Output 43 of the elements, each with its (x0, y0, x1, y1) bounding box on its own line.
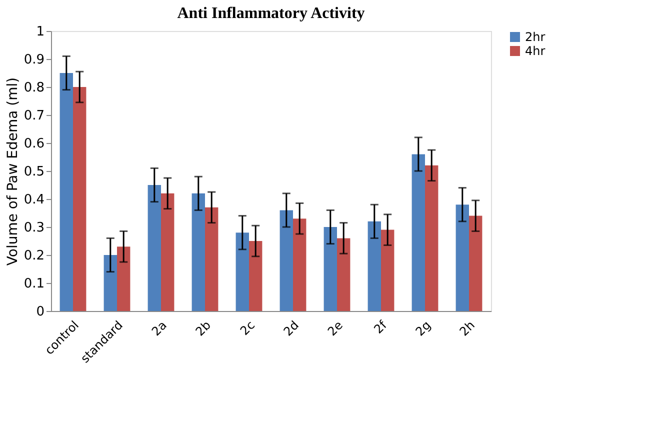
x-tick-label: 2d (280, 318, 302, 339)
bar (425, 165, 438, 311)
x-tick-label: 2a (148, 318, 170, 339)
y-tick-label: 0.4 (24, 192, 44, 208)
y-axis-title: Volume of Paw Edema (ml) (4, 77, 21, 266)
bar (456, 204, 469, 311)
y-tick-label: 0.5 (24, 164, 44, 180)
bar (148, 185, 161, 311)
bar (192, 193, 205, 311)
y-tick-label: 0.1 (24, 276, 44, 292)
y-tick-label: 0.6 (24, 136, 44, 152)
x-tick-label: 2c (238, 318, 258, 338)
bar (280, 210, 293, 311)
y-tick-label: 0 (36, 304, 44, 320)
y-tick-label: 0.8 (24, 80, 44, 96)
legend-label: 4hr (525, 44, 546, 58)
bar (249, 241, 262, 311)
y-tick-label: 0.3 (24, 220, 44, 236)
bar (73, 87, 86, 311)
x-tick-label: 2b (192, 318, 214, 339)
bar (293, 218, 306, 311)
y-tick-label: 0.2 (24, 248, 44, 264)
bar (236, 232, 249, 311)
bar (412, 154, 425, 311)
legend-label: 2hr (525, 30, 546, 44)
bar (381, 230, 394, 311)
bar (337, 238, 350, 311)
x-tick-label: 2h (456, 318, 478, 339)
bar (368, 221, 381, 311)
bar (205, 207, 218, 311)
bar (469, 216, 482, 311)
bar (117, 246, 130, 311)
y-tick-label: 0.7 (24, 108, 44, 124)
bar (104, 255, 117, 311)
bar (60, 73, 73, 311)
y-tick-label: 0.9 (24, 52, 44, 68)
x-tick-label: 2g (412, 318, 434, 339)
x-tick-label: 2f (371, 318, 390, 336)
y-tick-label: 1 (36, 24, 44, 40)
bar (161, 193, 174, 311)
bar (324, 227, 337, 311)
chart-title: Anti Inflammatory Activity (177, 5, 365, 22)
x-tick-label: 2e (324, 318, 346, 339)
